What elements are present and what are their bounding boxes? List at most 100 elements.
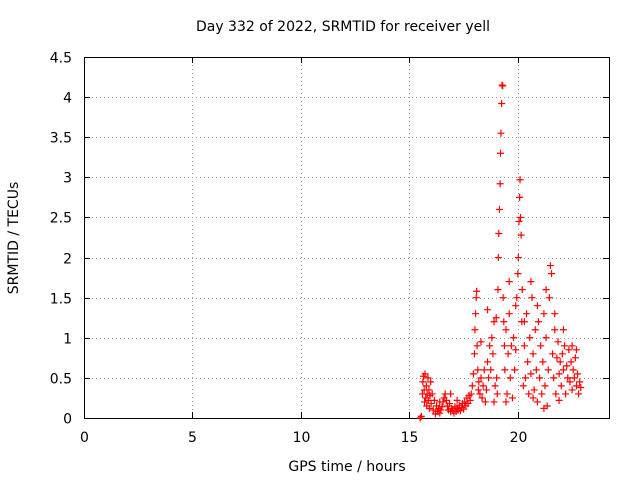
data-point <box>477 338 485 346</box>
y-tick-label: 0.5 <box>50 372 72 388</box>
data-point <box>421 370 429 378</box>
data-point <box>472 294 480 302</box>
data-point <box>559 366 567 374</box>
data-point <box>516 193 524 201</box>
data-point <box>536 374 544 382</box>
data-point <box>508 394 516 402</box>
data-point <box>442 396 450 404</box>
data-point <box>427 400 435 408</box>
data-point <box>466 396 474 404</box>
data-point <box>499 82 507 90</box>
data-point <box>474 366 482 374</box>
data-point <box>473 287 481 295</box>
data-point <box>527 278 535 286</box>
data-point <box>555 396 563 404</box>
data-point <box>541 382 549 390</box>
data-point <box>486 342 494 350</box>
data-point <box>497 129 505 137</box>
data-point <box>570 374 578 382</box>
data-point <box>469 370 477 378</box>
data-point <box>542 334 550 342</box>
data-point <box>478 394 486 402</box>
data-point <box>545 294 553 302</box>
y-tick-label: 4.5 <box>50 51 72 67</box>
data-point <box>427 378 435 386</box>
data-point <box>494 254 502 262</box>
y-tick-label: 1.5 <box>50 292 72 308</box>
data-point <box>513 294 521 302</box>
data-point <box>446 400 454 408</box>
data-point <box>558 350 566 358</box>
data-point <box>577 384 585 392</box>
data-point <box>511 366 519 374</box>
data-point <box>484 306 492 314</box>
data-point <box>550 374 558 382</box>
data-point <box>540 404 548 412</box>
data-point <box>544 366 552 374</box>
data-point <box>498 81 506 89</box>
data-point <box>517 231 525 239</box>
x-tick-label: 10 <box>293 430 311 446</box>
data-point <box>436 409 444 417</box>
data-point <box>438 403 446 411</box>
data-point <box>539 358 547 366</box>
data-point <box>501 366 509 374</box>
data-point <box>505 278 513 286</box>
data-point <box>481 398 489 406</box>
data-point <box>500 318 508 326</box>
data-point <box>512 302 520 310</box>
data-point <box>471 326 479 334</box>
data-point <box>485 374 493 382</box>
data-point <box>467 390 475 398</box>
data-point <box>475 378 483 386</box>
y-tick-label: 1 <box>63 332 72 348</box>
data-point <box>479 382 487 390</box>
data-point <box>493 390 501 398</box>
data-point <box>571 354 579 362</box>
data-point <box>575 390 583 398</box>
data-point <box>557 382 565 390</box>
y-tick-label: 3.5 <box>50 131 72 147</box>
data-point <box>540 310 548 318</box>
data-point <box>505 310 513 318</box>
data-point <box>572 346 580 354</box>
data-point <box>521 374 529 382</box>
data-point <box>488 334 496 342</box>
data-point <box>515 217 523 225</box>
y-tick-label: 4 <box>63 91 72 107</box>
data-points <box>416 81 585 422</box>
data-point <box>534 318 542 326</box>
data-point <box>487 366 495 374</box>
data-point <box>493 374 501 382</box>
data-point <box>476 390 484 398</box>
data-point <box>574 370 582 378</box>
data-point <box>520 342 528 350</box>
data-point <box>514 270 522 278</box>
data-point <box>510 334 518 342</box>
x-tick-label: 0 <box>80 430 89 446</box>
data-point <box>502 326 510 334</box>
data-point <box>520 318 528 326</box>
data-point <box>519 382 527 390</box>
data-point <box>533 398 541 406</box>
data-point <box>514 254 522 262</box>
grid-layer <box>84 57 609 418</box>
data-point <box>551 310 559 318</box>
data-point <box>474 386 482 394</box>
data-point <box>516 176 524 184</box>
data-point <box>537 342 545 350</box>
chart-title: Day 332 of 2022, SRMTID for receiver yel… <box>196 19 490 35</box>
data-point <box>496 180 504 188</box>
data-point <box>472 310 480 318</box>
data-point <box>461 398 469 406</box>
data-point <box>468 382 476 390</box>
data-point <box>569 366 577 374</box>
data-point <box>568 342 576 350</box>
data-point <box>529 394 537 402</box>
ticks-layer: 0 5 10 15 20 0 0.5 1 1.5 2 2.5 3 3.5 4 4.5 <box>50 51 609 446</box>
data-point <box>518 286 526 294</box>
data-point <box>490 398 498 406</box>
data-point <box>425 404 433 412</box>
data-point <box>497 149 505 157</box>
